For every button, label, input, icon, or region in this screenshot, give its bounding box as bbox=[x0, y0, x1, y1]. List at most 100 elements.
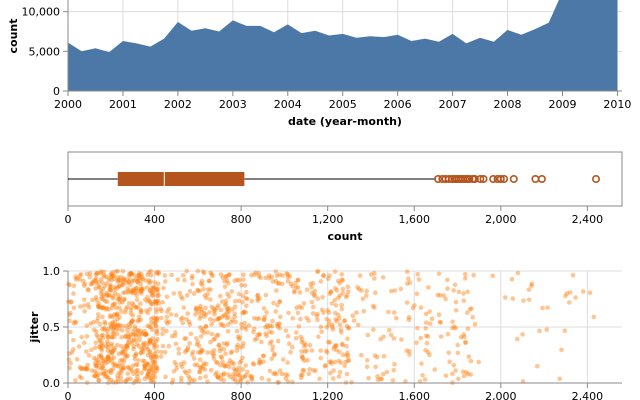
scatter-point bbox=[182, 369, 188, 374]
scatter-point bbox=[239, 282, 244, 288]
scatter-point bbox=[193, 305, 199, 311]
scatter-point bbox=[274, 288, 279, 293]
scatter-point bbox=[178, 361, 184, 367]
scatter-point bbox=[190, 281, 195, 287]
scatter-point bbox=[115, 364, 121, 369]
scatter-point bbox=[83, 367, 89, 372]
scatter-point bbox=[108, 314, 113, 320]
scatter-point bbox=[104, 290, 109, 296]
scatter-point bbox=[239, 358, 244, 364]
scatter-point bbox=[334, 347, 339, 353]
scatter-point bbox=[529, 281, 535, 287]
scatter-point bbox=[119, 309, 124, 314]
scatter-point bbox=[85, 367, 90, 372]
scatter-point bbox=[222, 303, 228, 308]
scatter-point bbox=[182, 349, 188, 355]
scatter-point bbox=[211, 309, 217, 314]
scatter-point bbox=[372, 305, 377, 310]
scatter-point bbox=[355, 285, 360, 290]
scatter-point bbox=[325, 276, 331, 282]
scatter-point bbox=[153, 319, 158, 325]
scatter-point bbox=[290, 316, 296, 321]
scatter-point bbox=[301, 301, 307, 306]
scatter-point bbox=[106, 306, 112, 312]
scatter-point bbox=[101, 305, 107, 311]
scatter-point bbox=[153, 360, 158, 366]
scatter-point bbox=[128, 332, 134, 338]
scatter-point bbox=[591, 314, 597, 320]
scatter-point bbox=[274, 321, 280, 327]
boxplot-chart: 0 400 800 1,200 1,600 2,000 2,400 count bbox=[65, 151, 623, 243]
scatter-point bbox=[407, 352, 412, 357]
scatter-point bbox=[95, 373, 100, 378]
scatter-point bbox=[404, 300, 410, 305]
scatter-point bbox=[384, 369, 390, 375]
scatter-point bbox=[240, 344, 246, 349]
scatter-point bbox=[131, 344, 137, 350]
scatter-point bbox=[208, 287, 213, 292]
scatter-point bbox=[103, 298, 108, 304]
scatter-point bbox=[127, 325, 133, 330]
scatter-point bbox=[111, 326, 117, 331]
scatter-point bbox=[354, 310, 359, 315]
scatter-point bbox=[145, 352, 151, 358]
scatter-point bbox=[436, 271, 442, 277]
scatter-point bbox=[126, 337, 132, 342]
scatter-point bbox=[288, 349, 293, 355]
scatter-point bbox=[151, 380, 157, 385]
scatter-point bbox=[138, 328, 144, 334]
scatter-point bbox=[461, 373, 467, 379]
scatter-point bbox=[329, 289, 334, 294]
scatter-point bbox=[116, 284, 122, 289]
scatter-point bbox=[195, 339, 201, 345]
scatter-point bbox=[138, 310, 144, 315]
scatter-point bbox=[89, 368, 95, 373]
scatter-point bbox=[419, 361, 424, 366]
scatter-point bbox=[293, 336, 299, 341]
scatter-point bbox=[450, 319, 455, 325]
scatter-point bbox=[106, 357, 112, 363]
scatter-point bbox=[126, 275, 132, 280]
scatter-point bbox=[203, 305, 208, 311]
scatter-point bbox=[241, 309, 247, 315]
scatter-point bbox=[287, 274, 293, 279]
scatter-point bbox=[277, 299, 282, 304]
scatter-point bbox=[143, 331, 149, 337]
scatter-point bbox=[392, 288, 398, 293]
scatter-point bbox=[334, 318, 340, 324]
scatter-point bbox=[146, 375, 152, 381]
scatter-point bbox=[148, 324, 153, 330]
scatter-point bbox=[371, 327, 376, 332]
scatter-point bbox=[146, 278, 152, 284]
scatter-point bbox=[153, 316, 158, 322]
scatter-point bbox=[392, 361, 397, 367]
scatter-point bbox=[414, 291, 420, 297]
scatter-point bbox=[139, 332, 145, 337]
scatter-point bbox=[391, 310, 397, 315]
scatter-point bbox=[69, 350, 75, 355]
area-x-tick-label: 2007 bbox=[439, 98, 467, 111]
scatter-point bbox=[172, 359, 177, 365]
boxplot-box bbox=[117, 172, 245, 186]
scatter-point bbox=[243, 310, 249, 315]
scatter-point bbox=[228, 350, 234, 356]
scatter-point bbox=[333, 310, 338, 316]
scatter-point bbox=[223, 363, 229, 369]
scatter-point bbox=[96, 377, 101, 383]
scatter-point bbox=[106, 355, 111, 360]
scatter-point bbox=[379, 376, 385, 382]
scatter-point bbox=[351, 318, 357, 323]
scatter-point bbox=[93, 281, 99, 286]
scatter-point bbox=[463, 271, 468, 277]
scatter-point bbox=[333, 303, 339, 308]
scatter-point bbox=[279, 281, 285, 287]
scatter-point bbox=[141, 345, 146, 350]
scatter-point bbox=[105, 356, 111, 362]
scatter-point bbox=[111, 355, 117, 361]
scatter-point bbox=[98, 291, 104, 296]
scatter-point bbox=[252, 272, 257, 278]
scatter-point bbox=[113, 323, 118, 328]
scatter-point bbox=[137, 288, 142, 294]
scatter-y-tick-label: 1.0 bbox=[43, 265, 61, 278]
scatter-point bbox=[329, 324, 335, 330]
